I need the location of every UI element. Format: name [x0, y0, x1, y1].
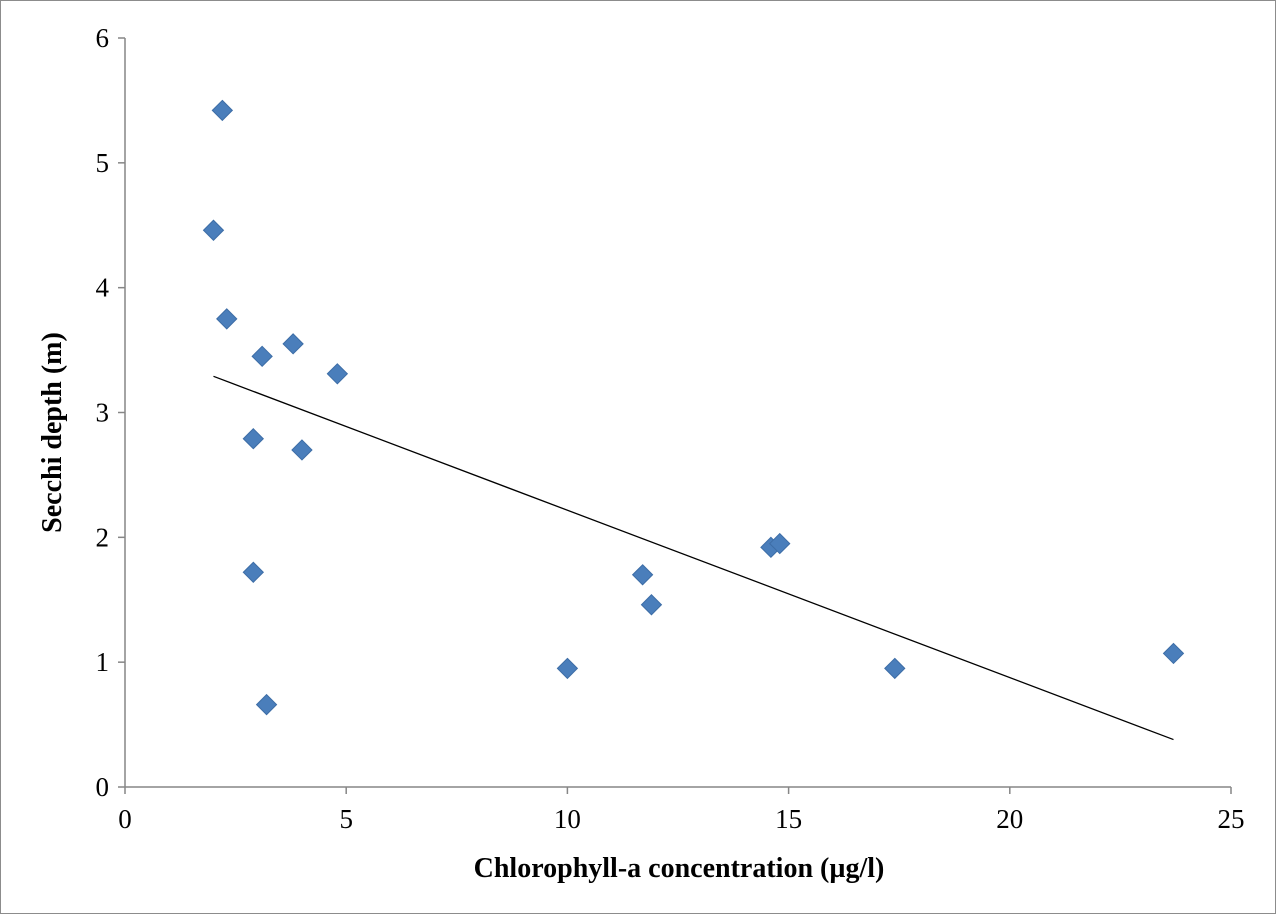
y-tick-label: 4 [96, 273, 110, 303]
y-tick-label: 5 [96, 148, 110, 178]
trendline [213, 375, 1174, 741]
trendline-group [213, 375, 1174, 741]
data-point [202, 219, 225, 241]
y-tick-label: 6 [96, 23, 110, 53]
x-tick-label: 0 [118, 804, 132, 834]
x-tick-label: 25 [1218, 804, 1245, 834]
data-points [202, 99, 1185, 716]
axes [124, 38, 1231, 788]
data-point [1162, 642, 1185, 665]
y-tick-label: 2 [96, 522, 110, 552]
x-axis-title: Chlorophyll-a concentration (µg/l) [474, 853, 885, 884]
data-point [631, 564, 654, 586]
data-point [556, 657, 579, 680]
data-point [251, 345, 273, 368]
data-point [769, 532, 791, 555]
data-point [884, 657, 906, 680]
data-point [282, 333, 304, 355]
y-axis-title: Secchi depth (m) [37, 332, 68, 533]
data-point [216, 308, 238, 330]
x-tick-label: 5 [339, 804, 353, 834]
data-point [291, 439, 313, 461]
data-point [326, 363, 349, 385]
x-tick-label: 15 [775, 804, 802, 834]
y-tick-label: 1 [96, 647, 110, 677]
x-tick-label: 20 [996, 804, 1023, 834]
y-tick-label: 3 [96, 398, 110, 428]
data-point [242, 428, 265, 450]
axis-ticks: 0 1 2 3 4 5 6 0 5 10 15 20 25 [96, 23, 1245, 834]
y-tick-label: 0 [96, 772, 110, 802]
data-point [242, 561, 265, 583]
data-point [255, 693, 278, 716]
x-tick-label: 10 [554, 804, 581, 834]
data-point [640, 594, 663, 616]
data-point [211, 99, 234, 122]
